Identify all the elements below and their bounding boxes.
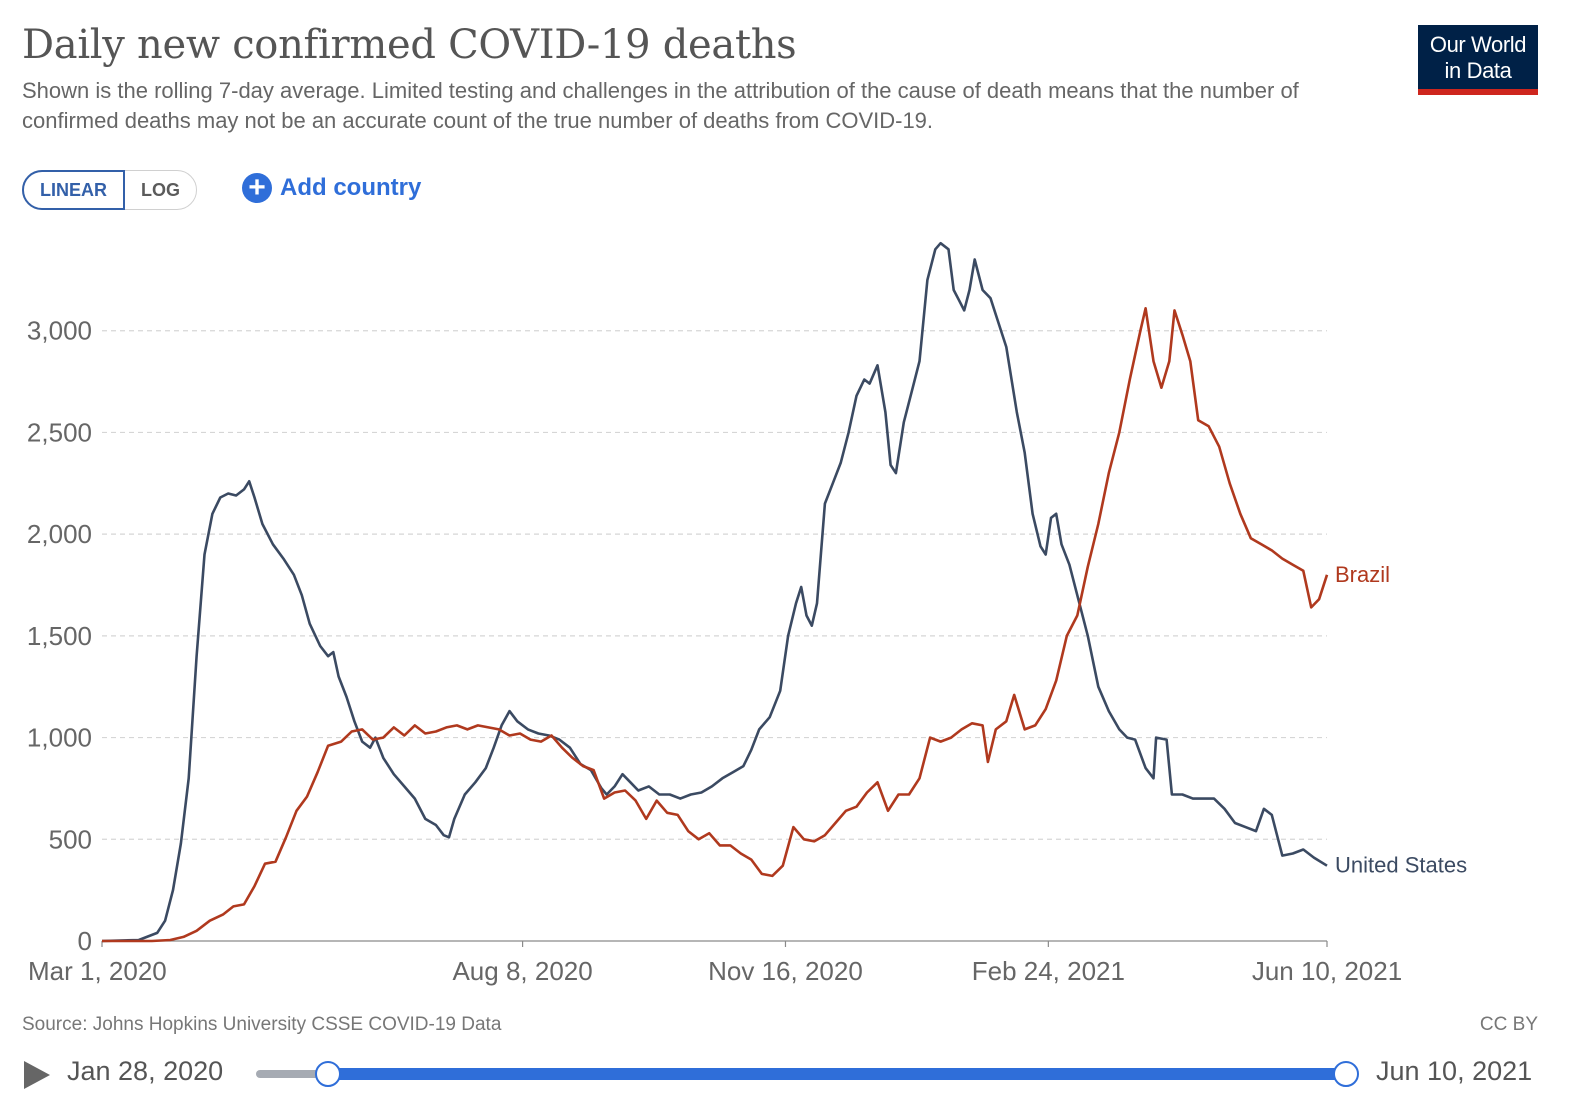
source-note: Source: Johns Hopkins University CSSE CO… (22, 1014, 502, 1035)
series-line-brazil (102, 307, 1329, 943)
license-link[interactable]: CC BY (1479, 1014, 1538, 1035)
y-axis-ticks: 0 500 1,000 1,500 2,000 2,500 3,000 (27, 316, 92, 956)
timeline-end-label: Jun 10, 2021 (1376, 1056, 1533, 1086)
y-tick-label: 500 (49, 824, 92, 854)
timeline-start-handle[interactable] (315, 1061, 341, 1087)
chart-subtitle: Shown is the rolling 7-day average. Limi… (22, 78, 1299, 133)
series-line-united-states (101, 241, 1328, 943)
timeline-selected-range[interactable] (328, 1068, 1346, 1080)
grid-lines (102, 330, 1327, 840)
y-tick-label: 3,000 (27, 316, 92, 346)
series-label-brazil: Brazil (1335, 562, 1390, 587)
timeline-end-handle[interactable] (1333, 1061, 1359, 1087)
x-axis: Mar 1, 2020 Aug 8, 2020 Nov 16, 2020 Feb 24… (28, 940, 1402, 986)
y-tick-label: 1,500 (27, 621, 92, 651)
y-tick-label: 1,000 (27, 723, 92, 753)
add-country-label: Add country (280, 174, 422, 201)
owid-logo[interactable]: Our World in Data (1418, 25, 1538, 95)
scale-toggle: LINEAR LOG (22, 170, 197, 210)
chart-title: Daily new confirmed COVID-19 deaths (22, 22, 797, 68)
series-label-united-states: United States (1335, 853, 1467, 878)
log-scale-button[interactable]: LOG (141, 180, 180, 200)
x-tick-label: Mar 1, 2020 (28, 956, 167, 986)
timeline-start-label: Jan 28, 2020 (67, 1056, 224, 1086)
x-tick-label: Aug 8, 2020 (452, 956, 592, 986)
y-tick-label: 0 (78, 926, 92, 956)
line-chart[interactable]: 0 500 1,000 1,500 2,000 2,500 3,000 Mar 1, 202… (0, 0, 1592, 1010)
series-labels: United States Brazil (1335, 562, 1467, 878)
add-country-button[interactable]: + Add country (242, 172, 421, 204)
x-tick-label: Jun 10, 2021 (1252, 956, 1402, 986)
play-icon[interactable] (24, 1061, 50, 1089)
y-tick-label: 2,000 (27, 519, 92, 549)
logo-line-1: Our World (1429, 32, 1527, 57)
x-tick-label: Feb 24, 2021 (972, 956, 1125, 986)
y-tick-label: 2,500 (27, 417, 92, 447)
series-lines (101, 241, 1329, 943)
logo-line-2: in Data (1444, 58, 1512, 83)
x-tick-label: Nov 16, 2020 (708, 956, 863, 986)
linear-scale-button[interactable]: LINEAR (22, 170, 125, 210)
timeline-track[interactable] (256, 1070, 328, 1078)
plus-circle-icon: + (242, 173, 272, 203)
